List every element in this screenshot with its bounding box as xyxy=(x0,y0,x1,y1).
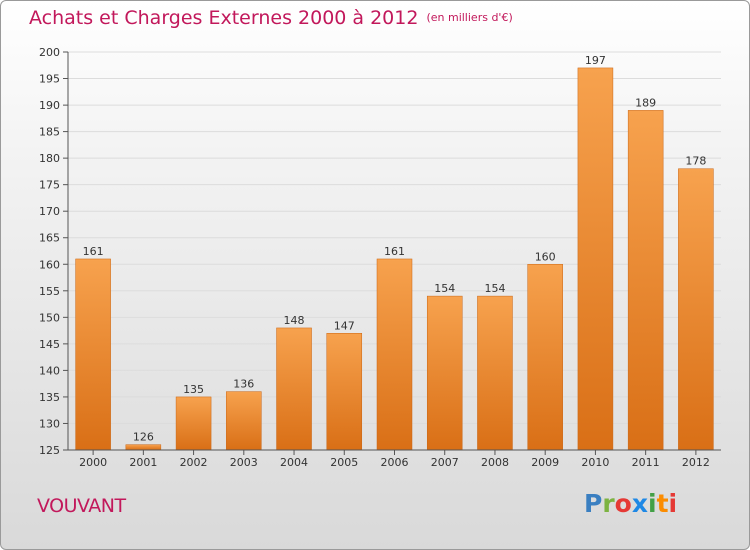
x-tick-label: 2008 xyxy=(481,456,509,469)
y-tick-label: 170 xyxy=(39,205,60,218)
bar-value-label: 160 xyxy=(535,250,556,263)
logo-letter: P xyxy=(584,489,603,518)
x-tick-label: 2004 xyxy=(280,456,308,469)
x-tick-label: 2001 xyxy=(129,456,157,469)
x-tick-label: 2012 xyxy=(682,456,710,469)
y-tick-label: 190 xyxy=(39,99,60,112)
bar xyxy=(326,333,363,451)
commune-name: VOUVANT xyxy=(37,495,126,517)
y-tick-label: 125 xyxy=(39,444,60,457)
y-tick-label: 165 xyxy=(39,232,60,245)
y-tick-label: 175 xyxy=(39,179,60,192)
x-tick-label: 2006 xyxy=(381,456,409,469)
logo-letter: t xyxy=(656,489,669,518)
x-tick-label: 2009 xyxy=(531,456,559,469)
bar-value-label: 197 xyxy=(585,54,606,67)
bar-value-label: 178 xyxy=(685,155,706,168)
logo-letter: r xyxy=(602,489,615,518)
bar-value-label: 126 xyxy=(133,431,154,444)
y-tick-label: 180 xyxy=(39,152,60,165)
bar xyxy=(226,391,262,451)
logo-letter: i xyxy=(648,489,657,518)
x-tick-label: 2005 xyxy=(330,456,358,469)
bar xyxy=(175,396,212,451)
proxiti-logo[interactable]: Proxiti xyxy=(584,489,677,518)
y-tick-label: 145 xyxy=(39,338,60,351)
bar-value-label: 189 xyxy=(635,96,656,109)
x-tick-label: 2010 xyxy=(581,456,609,469)
logo-letter: o xyxy=(614,489,632,518)
bar xyxy=(627,110,664,451)
bar xyxy=(376,258,413,451)
y-tick-label: 130 xyxy=(39,417,60,430)
bar-value-label: 161 xyxy=(384,245,405,258)
y-tick-label: 185 xyxy=(39,126,60,139)
y-tick-label: 200 xyxy=(39,46,60,59)
bar-value-label: 136 xyxy=(233,378,254,391)
bars-group: 161 126 135 136 148 147 161 154 154 160 197 189 178 xyxy=(75,54,714,451)
chart-title-text: Achats et Charges Externes 2000 à 2012 xyxy=(29,7,419,29)
bar xyxy=(75,258,111,451)
chart-title: Achats et Charges Externes 2000 à 2012 (e… xyxy=(29,7,513,29)
y-tick-label: 135 xyxy=(39,391,60,404)
axes-group: 125 130 135 140 145 150 155 160 165 170 175 180 185 1… xyxy=(39,46,721,469)
x-tick-label: 2003 xyxy=(230,456,258,469)
x-tick-label: 2007 xyxy=(431,456,459,469)
y-tick-label: 160 xyxy=(39,258,60,271)
bar-value-label: 161 xyxy=(83,245,104,258)
bar-value-label: 147 xyxy=(334,319,355,332)
y-tick-label: 155 xyxy=(39,285,60,298)
logo-letter: x xyxy=(631,489,648,518)
bar xyxy=(276,327,312,451)
y-tick-label: 195 xyxy=(39,73,60,86)
unit-note: (en milliers d'€) xyxy=(426,11,513,24)
bar-value-label: 154 xyxy=(484,282,505,295)
x-tick-label: 2002 xyxy=(180,456,208,469)
bar xyxy=(477,295,513,451)
y-tick-label: 140 xyxy=(39,364,60,377)
logo-letter: i xyxy=(668,489,678,518)
x-tick-label: 2011 xyxy=(632,456,660,469)
bar xyxy=(125,444,162,451)
y-tick-label: 150 xyxy=(39,311,60,324)
bar xyxy=(678,168,714,451)
bar xyxy=(426,295,463,451)
bar xyxy=(527,264,563,451)
bar xyxy=(577,67,614,451)
x-tick-label: 2000 xyxy=(79,456,107,469)
bar-value-label: 148 xyxy=(284,314,305,327)
bar-value-label: 135 xyxy=(183,383,204,396)
bar-value-label: 154 xyxy=(434,282,455,295)
